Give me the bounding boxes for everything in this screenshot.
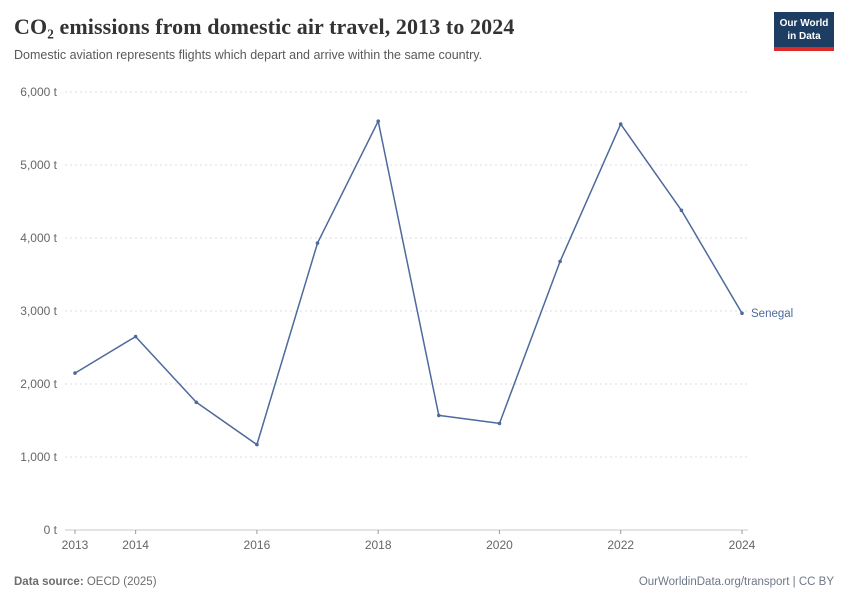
- chart-header: CO₂ emissions from domestic air travel, …: [0, 0, 850, 62]
- y-axis-label: 2,000 t: [20, 377, 57, 391]
- x-axis-label: 2016: [244, 538, 271, 552]
- chart-subtitle: Domestic aviation represents flights whi…: [14, 48, 483, 62]
- y-axis-label: 0 t: [44, 523, 58, 537]
- y-axis-label: 4,000 t: [20, 231, 57, 245]
- data-point: [376, 119, 381, 123]
- x-axis-label: 2024: [729, 538, 756, 552]
- owid-logo-line1: Our World: [779, 18, 829, 29]
- y-axis-label: 3,000 t: [20, 304, 57, 318]
- x-axis-label: 2013: [62, 538, 89, 552]
- data-point: [558, 259, 562, 264]
- data-point: [73, 371, 77, 375]
- owid-logo: Our World in Data: [774, 12, 834, 51]
- data-source-label: Data source:: [14, 576, 84, 588]
- data-source-value: OECD (2025): [83, 576, 157, 588]
- data-point: [133, 334, 138, 339]
- chart-footer: Data source: OECD (2025) OurWorldinData.…: [14, 576, 834, 588]
- license-label: CC BY: [798, 576, 834, 588]
- x-axis-label: 2018: [365, 538, 392, 552]
- data-source: Data source: OECD (2025): [14, 576, 157, 588]
- data-point: [618, 122, 623, 126]
- owid-logo-line2: in Data: [787, 31, 821, 42]
- x-axis-label: 2014: [122, 538, 149, 552]
- data-point: [740, 311, 744, 316]
- data-point: [315, 241, 320, 245]
- data-point: [497, 421, 502, 426]
- x-axis-label: 2020: [486, 538, 513, 552]
- y-axis-label: 5,000 t: [20, 158, 57, 172]
- data-point: [255, 442, 259, 447]
- y-axis-label: 6,000 t: [20, 85, 57, 99]
- x-axis-label: 2022: [607, 538, 634, 552]
- y-axis-label: 1,000 t: [20, 450, 57, 464]
- data-point: [437, 413, 441, 418]
- data-point: [679, 208, 684, 213]
- credit-line: OurWorldinData.org/transport | CC BY: [639, 576, 834, 588]
- owid-link[interactable]: OurWorldinData.org/transport: [638, 576, 790, 588]
- series-label: Senegal: [751, 308, 793, 320]
- page-title: CO₂ emissions from domestic air travel, …: [14, 14, 515, 39]
- series-line: [74, 120, 743, 446]
- credit-separator: |: [789, 576, 799, 588]
- data-point: [194, 400, 199, 405]
